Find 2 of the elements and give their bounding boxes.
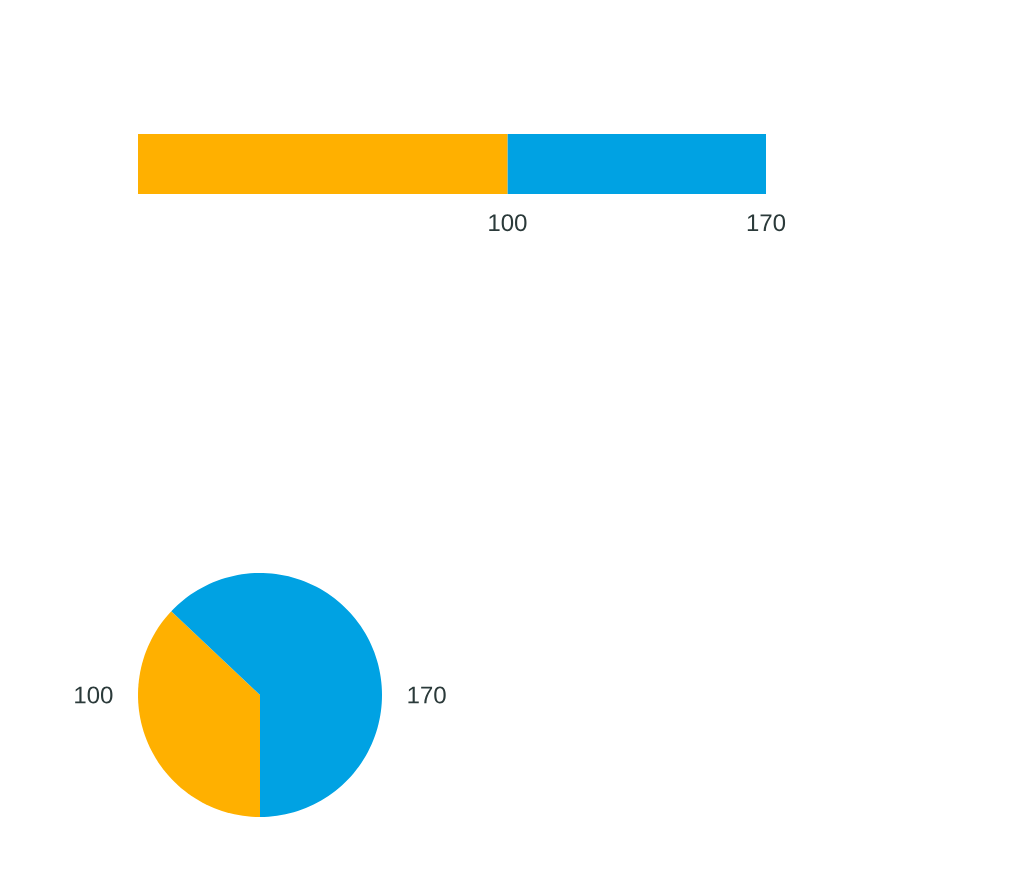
data-label: 100 bbox=[75, 686, 113, 704]
data-label: 170 bbox=[408, 686, 446, 704]
